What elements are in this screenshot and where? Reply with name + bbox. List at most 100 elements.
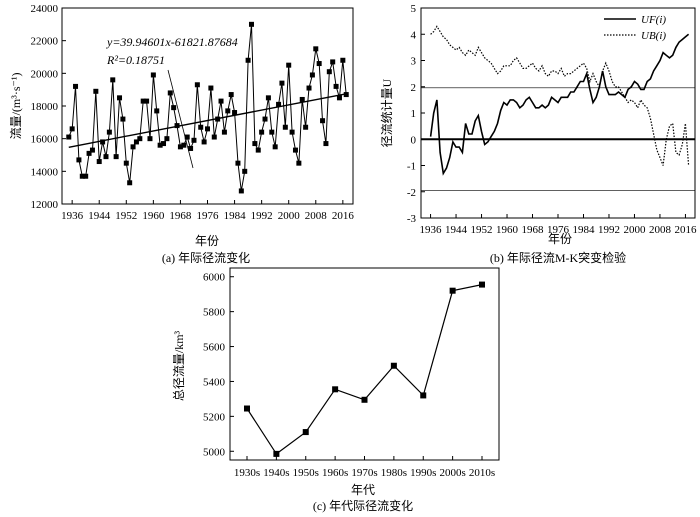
panel-a-data-point [161, 141, 167, 147]
panel-b-legend: UF(i) UB(i) [604, 14, 666, 42]
panel-b-xtick-label: 2000 [623, 224, 646, 236]
panel-c-ytick-label: 5800 [203, 307, 226, 319]
panel-a-data-point [198, 124, 204, 130]
panel-c-data-point [390, 362, 397, 369]
panel-c-xtick-label: 1940s [263, 467, 289, 479]
panel-b-xtick-label: 1968 [522, 224, 545, 236]
panel-a-data-point [171, 105, 177, 111]
panel-a-data-point [133, 139, 139, 145]
panel-a-caption: (a) 年际径流变化 [162, 250, 250, 265]
panel-a-ytick-label: 16000 [31, 134, 59, 146]
panel-b-ytick-label: 0 [411, 134, 417, 146]
panel-a-data-point [313, 46, 319, 52]
panel-a-ytick-label: 22000 [31, 36, 59, 48]
panel-a-data-point [83, 173, 89, 179]
panel-b-xtick-label: 1960 [496, 224, 519, 236]
panel-a-runoff-line [68, 24, 347, 191]
panel-b-ytick-label: 3 [411, 56, 417, 68]
panel-c-data-point [449, 287, 456, 294]
panel-a-data-point [262, 116, 268, 122]
panel-a-xtick-label: 1992 [251, 210, 273, 222]
panel-a-data-point [265, 95, 271, 101]
panel-a-data-point [282, 124, 288, 130]
panel-a-data-point [326, 69, 332, 75]
panel-c-xtick-label: 1930s [234, 467, 260, 479]
panel-a-data-point [296, 160, 302, 166]
panel-c-ytick-label: 5600 [203, 342, 226, 354]
panel-c-data-point [361, 396, 368, 403]
panel-b-xtick-label: 1992 [598, 224, 620, 236]
panel-b-uf-series [429, 33, 690, 176]
panel-a-data-point [269, 129, 275, 135]
panel-a-xtick-label: 1936 [61, 210, 84, 222]
panel-a-data-point [343, 92, 349, 98]
panel-a-data-point [336, 95, 342, 101]
panel-c-data-point [479, 281, 485, 288]
panel-a-data-point [137, 136, 143, 142]
panel-a-data-point [100, 139, 106, 145]
panel-a-data-point [191, 137, 197, 143]
panel-a-xtick-label: 2000 [278, 210, 301, 222]
panel-a-data-point [120, 116, 126, 122]
panel-a-data-point [259, 129, 265, 135]
panel-b-xtick-label: 1984 [572, 224, 595, 236]
panel-a-ytick-label: 24000 [31, 3, 59, 15]
panel-a-data-point [272, 144, 278, 150]
panel-a-data-point [306, 85, 312, 91]
panel-a-data-point [228, 92, 234, 98]
panel-a-data-point [177, 144, 183, 150]
panel-a-data-point [79, 173, 85, 179]
panel-a-data-point [323, 141, 329, 147]
panel-a-annotation-pointer [167, 69, 194, 169]
panel-a-data-point [316, 61, 322, 67]
panel-a-data-point [154, 108, 160, 114]
panel-a-data-point [110, 77, 116, 83]
panel-a-data-point [299, 96, 305, 102]
panel-a-ytick-label: 18000 [31, 101, 59, 113]
legend-ub-label: UB(i) [641, 30, 666, 42]
panel-c-data-point [302, 429, 309, 436]
panel-a-xtick-label: 2008 [305, 210, 328, 222]
panel-a-data-point [117, 95, 123, 101]
panel-b-ub-series [430, 25, 690, 166]
panel-a-xtick-label: 1976 [197, 210, 220, 222]
panel-a-runoff-chart: 12000 14000 16000 18000 20000 22000 24000 1936 1… [9, 3, 354, 265]
panel-a-data-point [103, 154, 109, 160]
panel-a-data-point [188, 145, 194, 151]
panel-a-xtick-label: 1944 [88, 210, 111, 222]
panel-c-xtick-label: 1970s [351, 467, 377, 479]
panel-a-data-point [86, 150, 92, 156]
panel-a-data-point [123, 160, 129, 166]
panel-a-data-point [303, 124, 309, 130]
panel-a-data-point [245, 57, 251, 63]
panel-a-data-point [238, 188, 244, 194]
panel-b-ylabel: 径流统计量U [380, 78, 394, 147]
panel-c-xlabel: 年代 [351, 483, 375, 497]
panel-b-ytick-label: 1 [411, 108, 417, 120]
panel-a-xtick-label: 1960 [142, 210, 165, 222]
panel-a-data-point [69, 126, 75, 132]
panel-a-ylabel: 流量/(m³·s⁻¹) [9, 73, 23, 140]
panel-a-data-point [96, 159, 102, 165]
panel-c-data-point [244, 405, 250, 412]
panel-a-xlabel: 年份 [195, 234, 219, 248]
panel-a-data-point [164, 136, 170, 142]
panel-a-data-point [150, 72, 156, 78]
panel-a-data-point [215, 116, 221, 122]
legend-uf-label: UF(i) [641, 14, 666, 26]
panel-a-data-point [201, 139, 207, 145]
panel-a-data-point [252, 141, 258, 147]
panel-b-ytick-label: -2 [407, 187, 416, 199]
panel-c-ytick-label: 5200 [203, 411, 226, 423]
panel-b-ytick-label: 5 [411, 3, 417, 15]
panel-b-caption: (b) 年际径流M-K突变检验 [490, 250, 626, 265]
panel-a-data-point [333, 83, 339, 89]
panel-a-data-point [157, 142, 163, 148]
panel-a-trend-equation: y=39.94601x-61821.87684 [106, 35, 238, 49]
panel-c-xtick-label: 1950s [293, 467, 319, 479]
panel-a-data-point [130, 144, 136, 150]
panel-c-data-point [332, 386, 339, 393]
panel-b-xtick-label: 1976 [547, 224, 570, 236]
